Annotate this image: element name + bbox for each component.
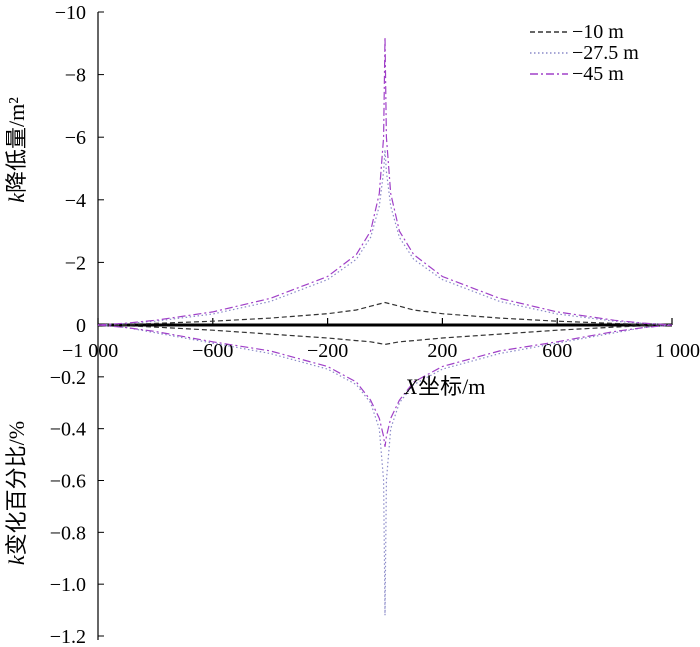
lower-y-tick-label: −1.2: [50, 626, 86, 647]
lower-y-tick-label: −0.4: [50, 419, 86, 441]
x-tick-label: 200: [427, 340, 457, 362]
upper-y-tick-label: −6: [65, 127, 86, 149]
series-lower-line-0: [97, 324, 673, 346]
upper-y-tick-label: −4: [65, 190, 86, 212]
x-tick-label: −1 000: [62, 340, 118, 362]
x-tick-label: −200: [307, 340, 348, 362]
x-tick-label: 600: [542, 340, 572, 362]
legend-label: −27.5 m: [572, 42, 639, 64]
x-axis-label: X坐标/m: [404, 374, 486, 399]
upper-y-tick-label: −8: [65, 65, 86, 87]
axes: [97, 12, 672, 640]
lower-y-tick-label: −1.0: [50, 574, 86, 596]
legend-label: −45 m: [572, 63, 624, 85]
upper-y-axis-label: k降低量/m²: [4, 97, 29, 203]
ticks: 0 −2 −4 −6 −8 −10 −0.2 −0.4 −0.6 −0.8 −1.0 −1.2 −1 0…: [50, 2, 700, 647]
lower-y-tick-label: −0.2: [50, 367, 86, 389]
upper-y-tick-label: 0: [76, 315, 86, 337]
series-upper-line-2: [97, 36, 673, 326]
series-group: [97, 36, 673, 616]
x-tick-label: 1 000: [655, 340, 700, 362]
upper-y-tick-label: −10: [55, 2, 86, 24]
x-tick-label: −600: [192, 340, 233, 362]
legend-label: −10 m: [572, 21, 624, 43]
upper-y-tick-label: −2: [65, 252, 86, 274]
series-lower-line-2: [97, 324, 673, 447]
series-upper-line-1: [97, 149, 673, 326]
lower-y-tick-label: −0.6: [50, 471, 86, 493]
series-upper-line-0: [97, 301, 673, 326]
lower-y-axis-label: k变化百分比/%: [4, 421, 29, 565]
series-lower-line-1: [97, 324, 673, 616]
legend: −10 m−27.5 m−45 m: [530, 21, 639, 85]
lower-y-tick-label: −0.8: [50, 522, 86, 544]
